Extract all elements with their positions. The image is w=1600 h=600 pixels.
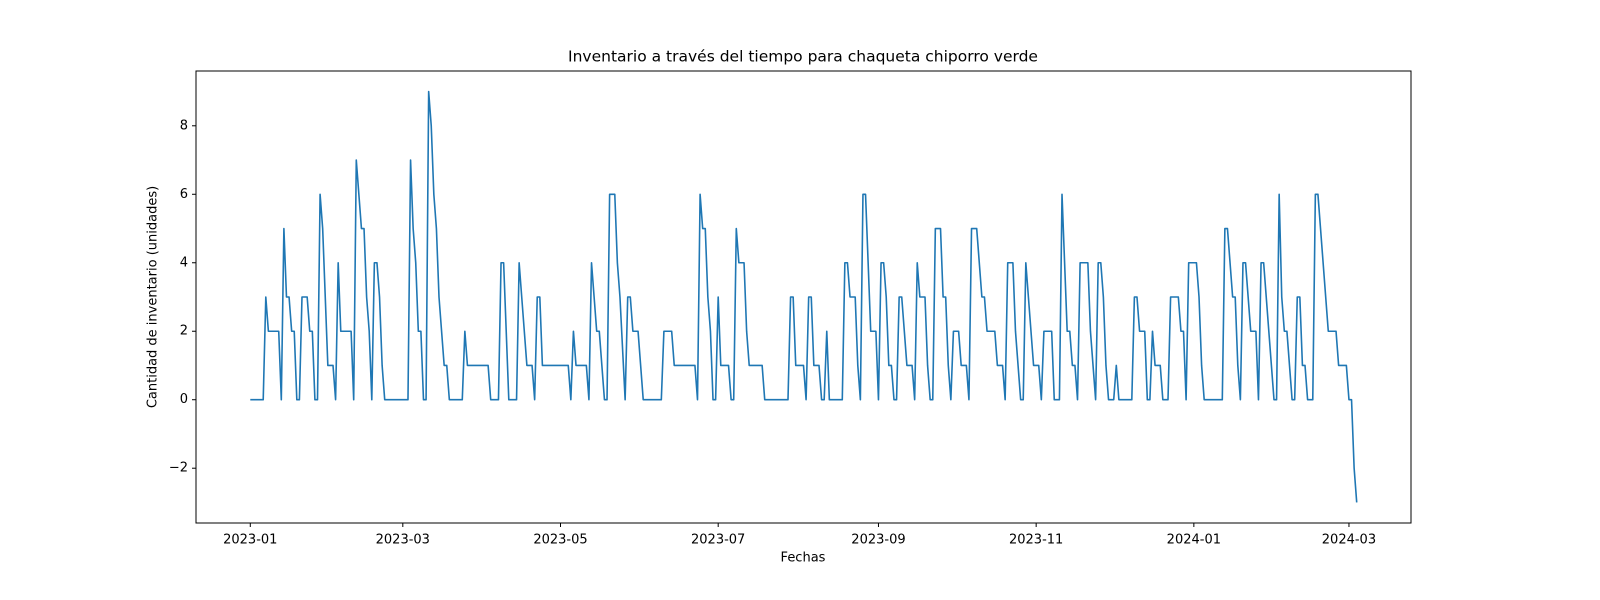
inventory-line [250, 90, 1358, 503]
x-tick-label: 2023-05 [533, 533, 587, 548]
chart-title: Inventario a través del tiempo para chaq… [568, 48, 1038, 66]
x-tick-label: 2024-03 [1322, 533, 1376, 548]
y-axis-label: Cantidad de inventario (unidades) [146, 186, 161, 408]
y-tick-label: 2 [180, 324, 188, 339]
y-tick-label: −2 [169, 461, 188, 476]
x-tick-label: 2023-03 [376, 533, 430, 548]
x-tick-label: 2023-11 [1009, 533, 1063, 548]
y-tick-label: 4 [180, 255, 188, 270]
plot-frame [195, 70, 1412, 524]
x-tick-label: 2023-07 [691, 533, 745, 548]
y-tick-label: 6 [180, 187, 188, 202]
y-tick-label: 0 [180, 392, 188, 407]
y-tick-label: 8 [180, 118, 188, 133]
x-axis-label: Fechas [781, 551, 826, 566]
x-tick-label: 2024-01 [1167, 533, 1221, 548]
x-tick-label: 2023-01 [223, 533, 277, 548]
x-tick-label: 2023-09 [851, 533, 905, 548]
